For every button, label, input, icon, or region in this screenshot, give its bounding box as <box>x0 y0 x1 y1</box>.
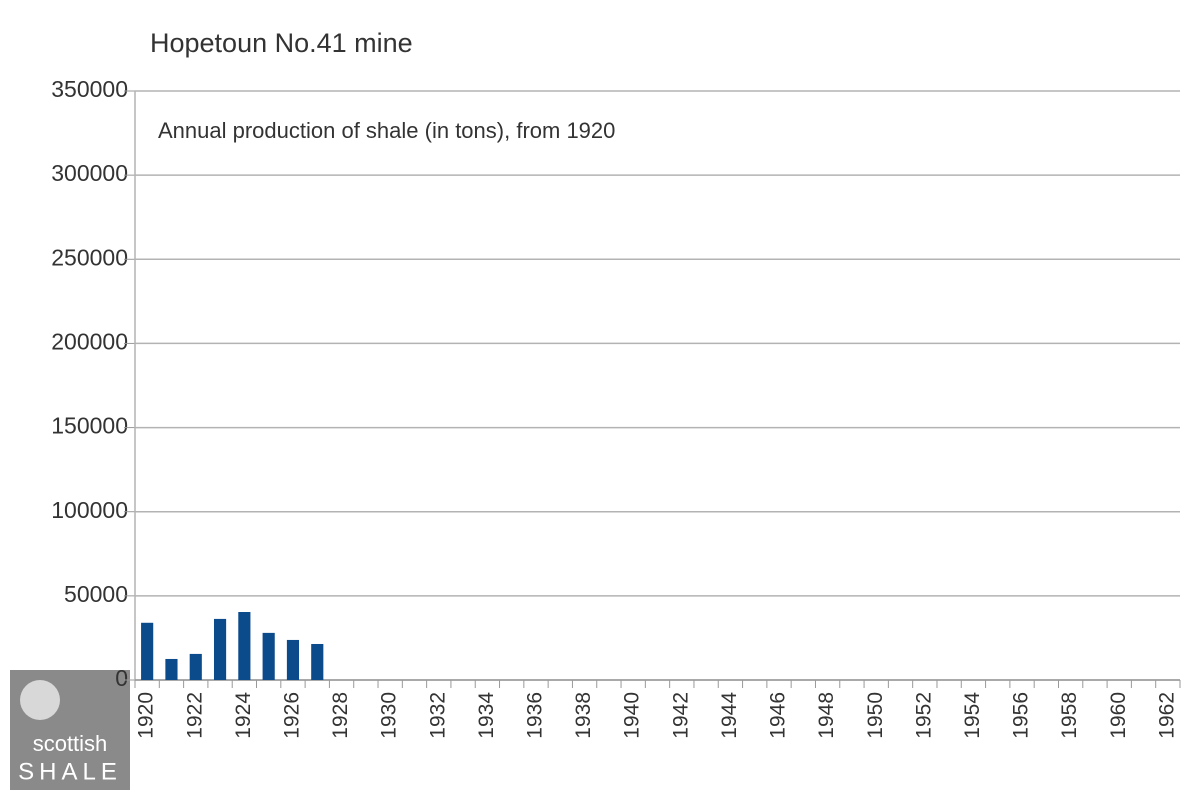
x-tick-label: 1920 <box>135 692 158 739</box>
x-tick-label: 1932 <box>426 692 449 739</box>
y-tick-label: 350000 <box>51 76 128 102</box>
x-tick-label: 1924 <box>232 692 255 739</box>
logo-line1: scottish <box>33 731 108 756</box>
bar <box>165 658 178 680</box>
x-tick-label: 1956 <box>1010 692 1033 739</box>
x-tick-label: 1944 <box>718 692 741 739</box>
y-tick-label: 300000 <box>51 160 128 186</box>
y-tick-label: 100000 <box>51 497 128 523</box>
bar <box>311 643 324 680</box>
x-tick-label: 1938 <box>572 692 595 739</box>
x-tick-label: 1926 <box>281 692 304 739</box>
y-tick-label: 0 <box>115 665 128 691</box>
y-tick-label: 50000 <box>64 581 128 607</box>
chart-title: Hopetoun No.41 mine <box>150 28 413 58</box>
y-tick-label: 150000 <box>51 413 128 439</box>
x-tick-label: 1946 <box>767 692 790 739</box>
bar <box>213 618 227 680</box>
bar <box>189 653 202 680</box>
x-tick-label: 1960 <box>1107 692 1130 739</box>
logo: scottish SHALE <box>10 670 130 790</box>
bar <box>262 632 275 680</box>
x-tick-label: 1962 <box>1155 692 1178 739</box>
y-tick-label: 250000 <box>51 244 128 270</box>
x-tick-label: 1922 <box>183 692 206 739</box>
bar <box>238 612 251 680</box>
bar <box>141 622 154 680</box>
x-tick-label: 1950 <box>864 692 887 739</box>
x-tick-label: 1930 <box>378 692 401 739</box>
x-tick-label: 1958 <box>1058 692 1081 739</box>
x-tick-label: 1942 <box>669 692 692 739</box>
logo-icon <box>20 680 60 720</box>
x-tick-label: 1954 <box>961 692 984 739</box>
x-tick-label: 1940 <box>621 692 644 739</box>
x-tick-label: 1934 <box>475 692 498 739</box>
x-tick-label: 1928 <box>329 692 352 739</box>
y-tick-label: 200000 <box>51 329 128 355</box>
chart-subtitle: Annual production of shale (in tons), fr… <box>158 118 615 143</box>
x-tick-label: 1948 <box>815 692 838 739</box>
x-tick-label: 1936 <box>524 692 547 739</box>
x-tick-label: 1952 <box>912 692 935 739</box>
bar <box>286 639 300 680</box>
logo-line2: SHALE <box>18 758 122 785</box>
